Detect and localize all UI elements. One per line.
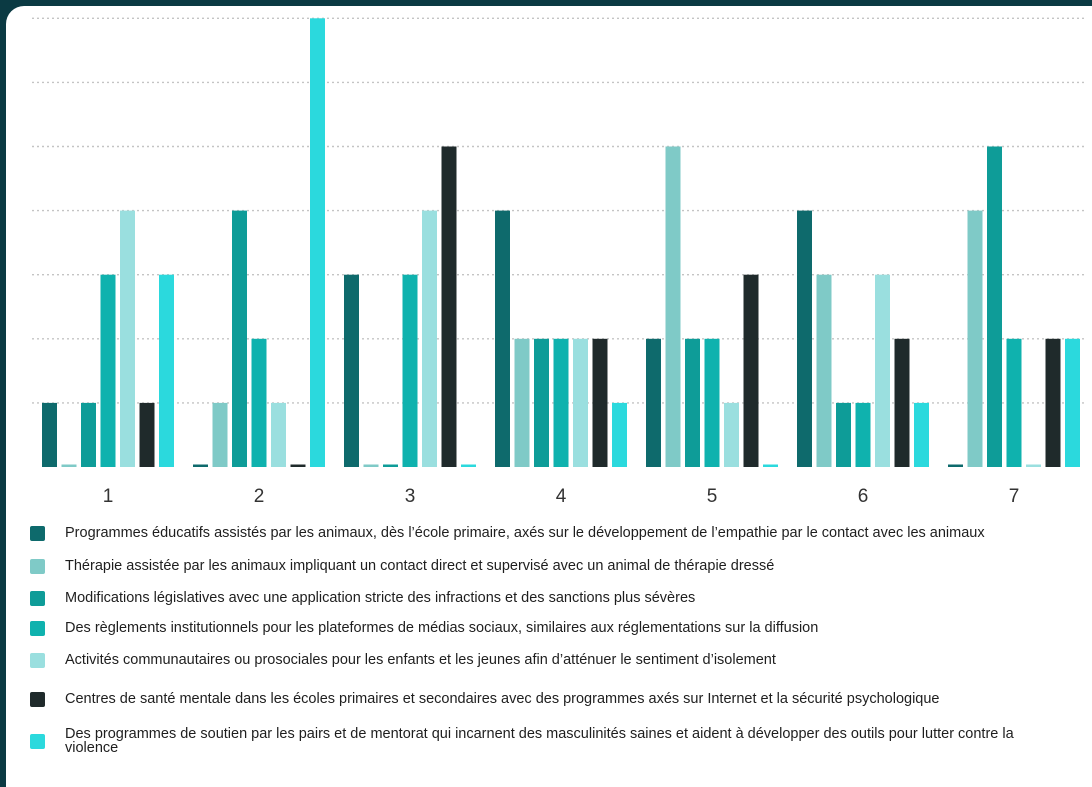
bar-4-series-6 xyxy=(592,338,608,467)
bar-5-series-5 xyxy=(724,402,739,467)
x-tick-label: 2 xyxy=(254,486,265,507)
bar-1-series-6 xyxy=(139,402,155,467)
bar-7-series-6 xyxy=(1045,338,1061,467)
bar-2-series-5 xyxy=(271,402,286,467)
chart-card: 1 2 3 4 5 6 7 Programmes éducatifs assistés pa… xyxy=(6,6,1092,787)
legend-item: Modifications législatives avec une appl… xyxy=(30,588,1070,608)
legend-label: Modifications législatives avec une appl… xyxy=(65,590,696,606)
legend-label: Des règlements institutionnels pour les … xyxy=(65,620,819,636)
bar-1-series-2 xyxy=(61,464,77,467)
bar-3-series-5 xyxy=(422,210,437,467)
legend-label: Centres de santé mentale dans les écoles… xyxy=(65,691,940,707)
bar-4-series-2 xyxy=(514,338,530,467)
x-axis-ticks: 1 2 3 4 5 6 7 xyxy=(103,486,1020,507)
bar-3-series-1 xyxy=(344,274,359,467)
legend-label: Des programmes de soutien par les pairs … xyxy=(65,726,1014,756)
bar-5-series-3 xyxy=(685,338,700,467)
bar-6-series-1 xyxy=(797,210,812,467)
legend-item: Activités communautaires ou prosociales … xyxy=(30,650,1070,670)
legend-label: Programmes éducatifs assistés par les an… xyxy=(65,525,985,541)
bar-5-series-7 xyxy=(763,464,778,467)
legend-label: Thérapie assistée par les animaux impliq… xyxy=(65,558,775,574)
x-tick-label: 4 xyxy=(556,486,567,507)
legend-swatch xyxy=(30,558,45,574)
bar-2-series-3 xyxy=(232,210,247,467)
bar-7-series-7 xyxy=(1065,338,1080,467)
bar-3-series-4 xyxy=(402,274,418,467)
bar-4-series-4 xyxy=(553,338,569,467)
bars xyxy=(42,18,1080,468)
legend-item: Programmes éducatifs assistés par les an… xyxy=(30,516,1070,550)
legend-item: Des programmes de soutien par les pairs … xyxy=(30,724,1070,758)
bar-7-series-3 xyxy=(987,146,1002,467)
legend-item: Centres de santé mentale dans les écoles… xyxy=(30,682,1070,716)
legend-swatch xyxy=(30,620,45,636)
bar-7-series-1 xyxy=(948,464,963,467)
x-tick-label: 5 xyxy=(707,486,718,507)
legend-swatch xyxy=(30,733,45,749)
bar-2-series-2 xyxy=(212,402,228,467)
bar-6-series-6 xyxy=(894,338,910,467)
bar-5-series-4 xyxy=(704,338,720,467)
bar-2-series-6 xyxy=(290,464,306,467)
bar-1-series-5 xyxy=(120,210,135,467)
legend-swatch xyxy=(30,590,45,606)
bar-7-series-2 xyxy=(967,210,983,467)
bar-4-series-1 xyxy=(495,210,510,467)
bar-6-series-2 xyxy=(816,274,832,467)
legend-item: Des règlements institutionnels pour les … xyxy=(30,618,1070,638)
bar-2-series-7 xyxy=(310,18,325,468)
bar-1-series-3 xyxy=(81,402,96,467)
x-tick-label: 6 xyxy=(858,486,869,507)
legend-label: Activités communautaires ou prosociales … xyxy=(65,652,776,668)
bar-6-series-3 xyxy=(836,402,851,467)
legend-swatch xyxy=(30,525,45,541)
bar-6-series-7 xyxy=(914,402,929,467)
bar-5-series-2 xyxy=(665,146,681,467)
bar-3-series-3 xyxy=(383,464,398,467)
bar-7-series-4 xyxy=(1006,338,1022,467)
bar-4-series-3 xyxy=(534,338,549,467)
bar-3-series-7 xyxy=(461,464,476,467)
legend-swatch xyxy=(30,652,45,668)
bar-3-series-6 xyxy=(441,146,457,467)
gridlines xyxy=(32,17,1084,404)
bar-7-series-5 xyxy=(1026,464,1041,467)
x-tick-label: 7 xyxy=(1009,486,1020,507)
bar-2-series-1 xyxy=(193,464,208,467)
bar-1-series-4 xyxy=(100,274,116,467)
x-tick-label: 1 xyxy=(103,486,114,507)
x-tick-label: 3 xyxy=(405,486,416,507)
bar-4-series-5 xyxy=(573,338,588,467)
bar-2-series-4 xyxy=(251,338,267,467)
bar-6-series-4 xyxy=(855,402,871,467)
bar-5-series-6 xyxy=(743,274,759,467)
bar-5-series-1 xyxy=(646,338,661,467)
bar-chart: 1 2 3 4 5 6 7 xyxy=(32,17,1084,507)
legend-item: Thérapie assistée par les animaux impliq… xyxy=(30,556,1070,576)
bar-3-series-2 xyxy=(363,464,379,467)
bar-1-series-1 xyxy=(42,402,57,467)
legend-swatch xyxy=(30,691,45,707)
bar-6-series-5 xyxy=(875,274,890,467)
bar-1-series-7 xyxy=(159,274,174,467)
bar-4-series-7 xyxy=(612,402,627,467)
